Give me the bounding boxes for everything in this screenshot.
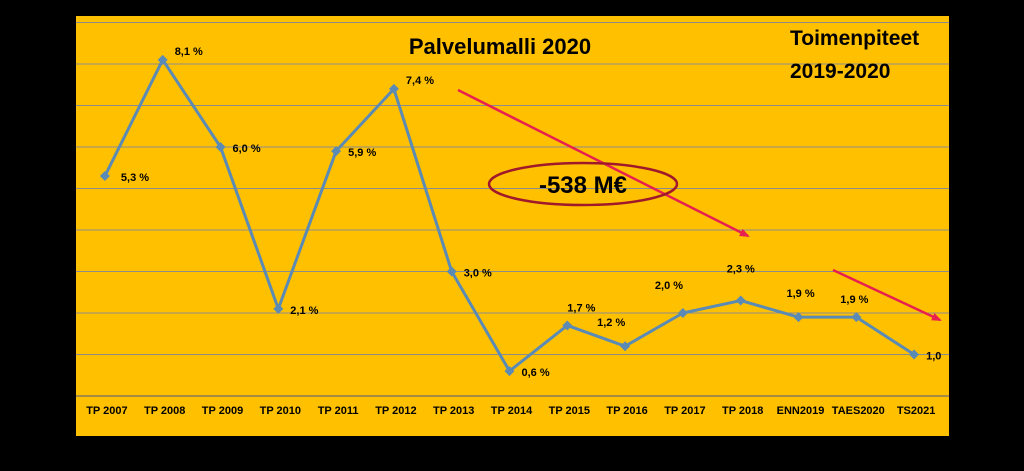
side-title-line-2: 2019-2020 [790,60,890,83]
data-point-marker [446,266,457,277]
x-tick-label: TP 2013 [433,405,474,417]
series-layer [99,54,920,377]
data-point-marker [620,341,631,352]
data-label: 1,7 % [567,302,595,314]
x-axis-ticks: TP 2007 TP 2008 TP 2009 TP 2010 TP 2011 TP 20… [86,405,935,417]
data-label: 6,0 % [233,143,261,155]
data-labels: 5,3 % 8,1 % 6,0 % 2,1 % 5,9 % 7,4 % 3,0 % 0,6 %… [121,46,941,379]
side-title-line-1: Toimenpiteet [790,27,919,50]
savings-ellipse [487,161,679,207]
grid-lines [76,22,949,397]
plot-clip-right [949,0,1024,466]
x-tick-label: TS2021 [897,405,936,417]
data-label: 8,1 % [175,46,203,58]
x-tick-label: TP 2015 [549,405,590,417]
data-label: 2,3 % [727,264,755,276]
x-tick-label: TP 2011 [318,405,359,417]
data-label: 3,0 % [464,268,492,280]
data-point-marker [562,320,573,331]
x-tick-label: TP 2012 [375,405,416,417]
data-label: 0,6 % [522,367,550,379]
data-point-marker [99,171,110,182]
data-point-marker [909,349,920,360]
data-point-marker [331,146,342,157]
data-label: 5,3 % [121,172,149,184]
x-tick-label: TP 2008 [144,405,185,417]
data-label: 2,1 % [290,305,318,317]
data-point-marker [388,83,399,94]
data-point-marker [157,54,168,65]
savings-annotation: -538 M€ [539,172,627,199]
x-tick-label: TP 2018 [722,405,763,417]
x-tick-label: TP 2014 [491,405,533,417]
x-tick-label: ENN2019 [777,405,825,417]
data-point-marker [851,312,862,323]
data-label: 5,9 % [348,147,376,159]
data-label: 1,2 % [597,317,625,329]
x-tick-label: TP 2007 [86,405,127,417]
plot-background [76,16,949,436]
data-label: 1,0 [926,351,941,363]
data-point-marker [677,308,688,318]
data-point-marker [504,366,515,377]
data-label: 1,9 % [787,288,815,300]
x-tick-label: TP 2010 [260,405,301,417]
data-label: 7,4 % [406,75,434,87]
data-label: 2,0 % [655,280,683,292]
x-tick-label: TP 2016 [606,405,647,417]
x-tick-label: TAES2020 [832,405,885,417]
data-point-marker [735,295,746,306]
decline-arrow-short [832,268,942,322]
x-tick-label: TP 2009 [202,405,243,417]
data-point-marker [215,142,226,152]
data-label: 1,9 % [840,294,868,306]
data-point-marker [273,303,284,314]
chart-title: Palvelumalli 2020 [409,34,591,59]
x-tick-label: TP 2017 [664,405,705,417]
data-point-marker [793,312,804,323]
